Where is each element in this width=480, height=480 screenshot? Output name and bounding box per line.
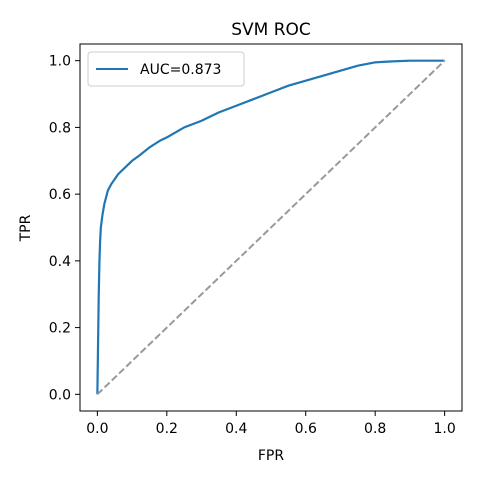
- x-axis-label: FPR: [258, 448, 284, 464]
- y-tick-label: 0.6: [49, 187, 71, 203]
- y-tick-label: 0.4: [49, 254, 71, 270]
- plot-area: [79, 43, 463, 412]
- x-tick-label: 0.2: [156, 421, 178, 437]
- legend-label: AUC=0.873: [140, 62, 221, 78]
- y-tick-label: 1.0: [49, 54, 71, 70]
- y-tick-label: 0.8: [49, 120, 71, 136]
- legend: AUC=0.873: [87, 51, 245, 87]
- x-tick-label: 0.6: [295, 421, 317, 437]
- y-tick-label: 0.2: [49, 321, 71, 337]
- y-axis-ticks: 0.0 0.2 0.4 0.6 0.8 1.0: [49, 54, 80, 403]
- y-axis-label: TPR: [18, 214, 34, 242]
- x-tick-label: 0.8: [364, 421, 386, 437]
- legend-box: [87, 51, 245, 87]
- x-tick-label: 1.0: [434, 421, 456, 437]
- x-tick-label: 0.4: [225, 421, 247, 437]
- y-tick-label: 0.0: [49, 387, 71, 403]
- plot-frame: [79, 43, 463, 412]
- chart-title: SVM ROC: [231, 20, 311, 40]
- roc-curve-line: [96, 59, 445, 395]
- x-axis-ticks: 0.0 0.2 0.4 0.6 0.8 1.0: [86, 411, 456, 437]
- x-tick-label: 0.0: [86, 421, 108, 437]
- chance-diagonal-line: [96, 59, 446, 396]
